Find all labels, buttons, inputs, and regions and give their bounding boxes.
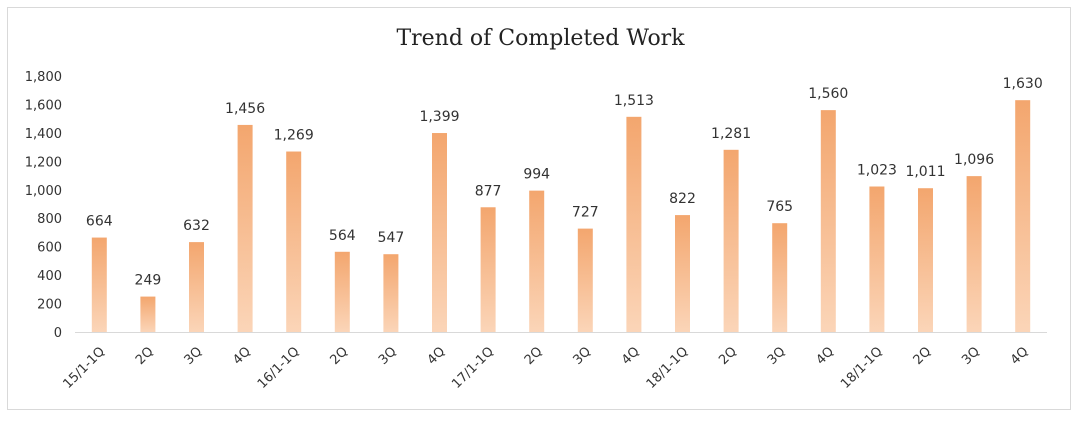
data-label: 765 [766,199,793,215]
x-tick-label: 4Q [813,344,837,368]
y-tick-label: 400 [37,269,62,284]
y-tick-label: 200 [37,298,62,313]
y-tick-label: 800 [37,212,62,227]
data-label: 564 [329,228,356,244]
bar [723,149,739,332]
y-tick-label: 1,000 [25,184,62,199]
x-tick-label: 3Q [959,344,983,368]
bar [772,223,788,332]
bar [820,110,836,332]
x-tick-label: 2Q [911,344,935,368]
y-axis: 0 200 400 600 800 1,000 1,200 1,400 1,600 1,800 [25,70,62,341]
y-tick-label: 600 [37,241,62,256]
y-tick-label: 1,600 [25,98,62,113]
data-labels: 664 249 632 1,456 1,269 564 547 1,399 877 994 727 1… [86,76,1043,288]
y-tick-label: 1,400 [25,127,62,142]
chart-title: Trend of Completed Work [396,26,685,51]
x-tick-label: 3Q [182,344,206,368]
data-label: 1,513 [614,93,654,109]
y-tick-label: 1,200 [25,155,62,170]
data-label: 1,269 [274,128,314,144]
data-label: 1,560 [808,86,848,102]
bars [91,100,1031,333]
x-tick-label: 3Q [376,344,400,368]
x-tick-label: 15/1-1Q [60,344,108,392]
data-label: 1,399 [419,109,459,125]
bar [334,251,350,332]
x-tick-label: 17/1-1Q [449,344,497,392]
bar [966,176,982,332]
bar [1015,100,1031,332]
bar [237,124,253,333]
x-tick-label: 3Q [765,344,789,368]
data-label: 249 [135,273,162,289]
bar [626,116,642,332]
data-label: 1,630 [1003,76,1043,92]
x-tick-label: 16/1-1Q [255,344,303,392]
bar [675,215,690,332]
x-tick-label: 4Q [619,344,643,368]
data-label: 1,023 [857,163,897,179]
bar [869,186,885,332]
bar [918,188,933,332]
bar [577,228,593,332]
data-label: 664 [86,214,113,230]
data-label: 632 [183,218,210,234]
x-tick-label: 2Q [133,344,157,368]
bar [480,207,496,332]
data-label: 547 [378,230,405,246]
x-tick-label: 2Q [327,344,351,368]
x-tick-label: 3Q [570,344,594,368]
y-tick-label: 0 [54,326,62,341]
x-tick-label: 18/1-1Q [838,344,886,392]
data-label: 1,281 [711,126,751,142]
data-label: 994 [523,167,550,183]
x-tick-label: 2Q [716,344,740,368]
bar [91,237,107,332]
bar [140,296,156,332]
bar [383,254,399,332]
data-label: 877 [475,183,502,199]
bar [529,190,545,332]
bar [189,242,204,332]
bar [432,133,447,332]
x-tick-label: 4Q [230,344,254,368]
data-label: 822 [669,191,696,207]
data-label: 727 [572,205,599,221]
x-tick-label: 4Q [425,344,449,368]
x-tick-label: 4Q [1008,344,1032,368]
data-label: 1,096 [954,152,994,168]
x-tick-label: 18/1-1Q [644,344,692,392]
bar [286,151,302,332]
x-axis: 15/1-1Q 2Q 3Q 4Q 16/1-1Q 2Q 3Q 4Q 17/1-1Q 2Q 3Q 4Q 1… [60,332,1047,392]
data-label: 1,011 [905,164,945,180]
data-label: 1,456 [225,101,265,117]
y-tick-label: 1,800 [25,70,62,85]
x-tick-label: 2Q [522,344,546,368]
